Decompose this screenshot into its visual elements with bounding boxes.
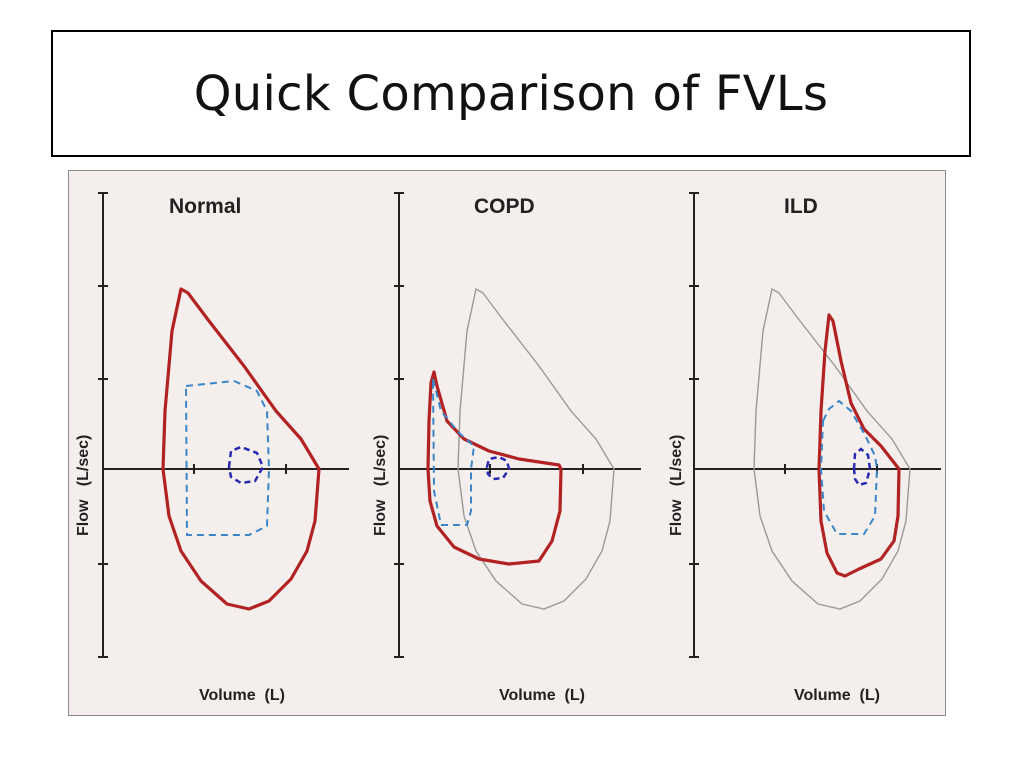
panel-normal-main-loop bbox=[161, 287, 321, 611]
panel-normal: Normal Flow (L/sec) Volume (L) bbox=[75, 192, 349, 704]
panel-copd-main-loop bbox=[426, 370, 563, 566]
fvl-figure: Normal Flow (L/sec) Volume (L) bbox=[68, 170, 946, 716]
panel-normal-ylabel: Flow (L/sec) bbox=[75, 435, 92, 536]
panel-normal-small-loop bbox=[227, 445, 265, 485]
panel-copd-ylabel: Flow (L/sec) bbox=[372, 435, 389, 536]
panel-ild-tidal-loop bbox=[819, 399, 879, 535]
panel-ild-ylabel: Flow (L/sec) bbox=[668, 435, 685, 536]
fvl-diagram: Normal Flow (L/sec) Volume (L) bbox=[75, 192, 941, 704]
panel-ild-xlabel: Volume (L) bbox=[794, 687, 880, 704]
panel-copd-axes bbox=[394, 192, 641, 658]
panel-normal-title: Normal bbox=[169, 195, 241, 218]
title-box: Quick Comparison of FVLs bbox=[51, 30, 971, 157]
panel-copd-tidal-loop bbox=[432, 378, 476, 526]
panel-copd-small-loop bbox=[485, 455, 511, 481]
panel-ild-main-loop bbox=[817, 313, 901, 578]
panel-copd-title: COPD bbox=[474, 195, 535, 218]
panel-copd-reference-loop bbox=[457, 287, 615, 610]
panel-ild: ILD Flow (L/sec) Volume (L) bbox=[668, 192, 941, 704]
panel-normal-tidal-loop bbox=[184, 379, 271, 536]
panel-normal-axes bbox=[98, 192, 349, 658]
panel-ild-small-loop bbox=[852, 447, 872, 487]
panel-ild-axes bbox=[689, 192, 941, 658]
panel-copd: COPD Flow (L/sec) Volume (L) bbox=[372, 192, 641, 704]
slide-title: Quick Comparison of FVLs bbox=[193, 65, 829, 122]
panel-normal-xlabel: Volume (L) bbox=[199, 687, 285, 704]
panel-copd-xlabel: Volume (L) bbox=[499, 687, 585, 704]
panel-ild-reference-loop bbox=[753, 287, 911, 610]
panel-ild-title: ILD bbox=[784, 195, 818, 218]
